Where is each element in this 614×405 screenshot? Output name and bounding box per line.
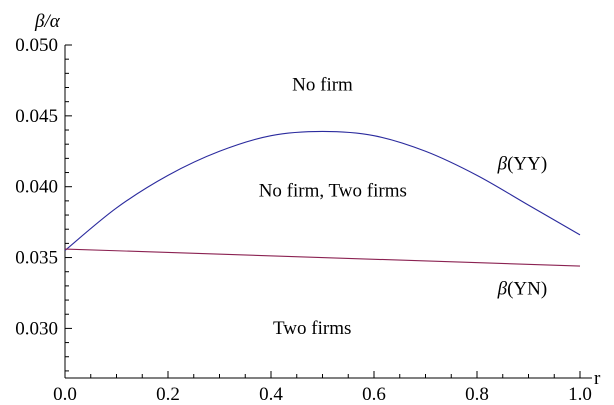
- series-line-beta-yn: [64, 248, 581, 267]
- x-tick-label: 0.0: [53, 384, 77, 405]
- y-axis-label: β/α: [34, 11, 61, 32]
- x-tick-label: 0.2: [156, 384, 180, 405]
- region-label: Two firms: [273, 318, 351, 339]
- y-tick-label: 0.030: [15, 318, 58, 339]
- series-lines: [64, 130, 581, 267]
- curve-label: β(YY): [497, 154, 548, 175]
- y-tick-label: 0.045: [15, 106, 58, 127]
- x-tick-label: 0.4: [259, 384, 283, 405]
- x-tick-label: 0.6: [362, 384, 386, 405]
- region-label: No firm, Two firms: [259, 181, 407, 202]
- curve-labels: β(YY) β(YN): [497, 154, 548, 300]
- x-tick-label: 0.8: [465, 384, 489, 405]
- region-label: No firm: [292, 74, 353, 95]
- annotations: No firm No firm, Two firms Two firms: [259, 74, 407, 339]
- y-tick-label: 0.040: [15, 177, 58, 198]
- tick-labels: 0.0 0.2 0.4 0.6 0.8 1.0 0.030 0.035 0.040 0.045 0.…: [15, 35, 592, 405]
- x-axis-label: r: [594, 368, 601, 389]
- minor-ticks: [65, 58, 555, 378]
- series-line-beta-yy: [64, 130, 581, 251]
- x-tick-label: 1.0: [568, 384, 592, 405]
- y-tick-label: 0.050: [15, 35, 58, 56]
- major-ticks: [64, 44, 581, 378]
- curve-label: β(YN): [497, 278, 548, 299]
- y-tick-label: 0.035: [15, 248, 58, 269]
